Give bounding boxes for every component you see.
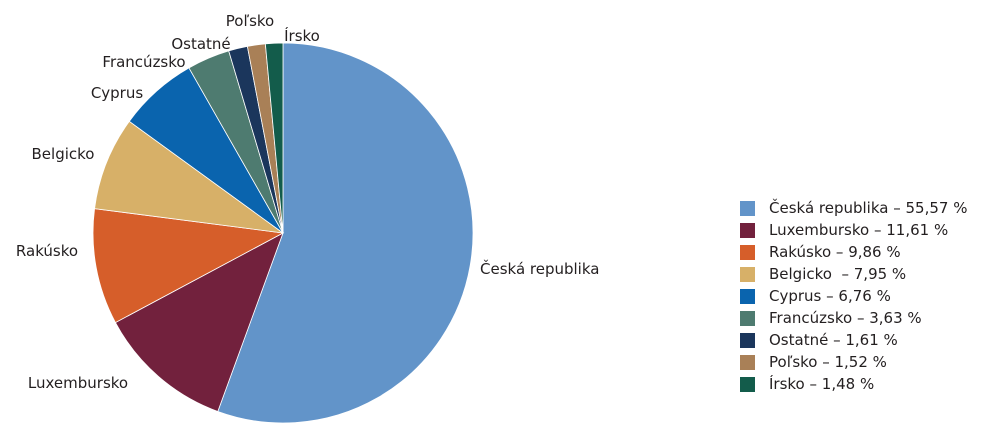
pie-slice-2 xyxy=(114,232,284,412)
slice-label: Francúzsko xyxy=(102,53,185,71)
legend-label: Česká republika – 55,57 % xyxy=(769,199,968,217)
legend-label: Luxembursko – 11,61 % xyxy=(769,221,949,239)
legend-swatch xyxy=(740,288,755,304)
legend-label: Ostatné – 1,61 % xyxy=(769,331,898,349)
slice-label: Ostatné xyxy=(171,35,230,53)
legend-label: Francúzsko – 3,63 % xyxy=(769,309,922,327)
slice-label: Česká republika xyxy=(480,259,599,278)
slice-label: Cyprus xyxy=(91,84,144,102)
legend-label: Rakúsko – 9,86 % xyxy=(769,243,901,261)
legend-swatch xyxy=(740,200,755,216)
legend-item: Česká republika – 55,57 % xyxy=(740,197,990,219)
legend-item: Írsko – 1,48 % xyxy=(740,373,990,395)
legend-label: Cyprus – 6,76 % xyxy=(769,287,891,305)
legend-item: Ostatné – 1,61 % xyxy=(740,329,990,351)
legend-swatch xyxy=(740,354,755,370)
pie-slice-9 xyxy=(264,42,284,234)
legend-swatch xyxy=(740,244,755,260)
legend-item: Poľsko – 1,52 % xyxy=(740,351,990,373)
legend-item: Luxembursko – 11,61 % xyxy=(740,219,990,241)
pie-slice-4 xyxy=(94,120,284,234)
pie-slice-3 xyxy=(92,208,285,324)
legend-label: Poľsko – 1,52 % xyxy=(769,353,887,371)
legend-label: Írsko – 1,48 % xyxy=(769,375,875,393)
legend-swatch xyxy=(740,376,755,392)
legend-swatch xyxy=(740,222,755,238)
legend-item: Belgicko – 7,95 % xyxy=(740,263,990,285)
chart-legend: Česká republika – 55,57 % Luxembursko – 1… xyxy=(740,197,990,395)
pie-slice-1 xyxy=(217,42,474,424)
slice-label: Luxembursko xyxy=(28,374,128,392)
legend-swatch xyxy=(740,310,755,326)
legend-label: Belgicko – 7,95 % xyxy=(769,265,907,283)
legend-item: Francúzsko – 3,63 % xyxy=(740,307,990,329)
slice-label: Poľsko xyxy=(226,12,274,30)
slice-label: Rakúsko xyxy=(16,242,78,260)
legend-swatch xyxy=(740,266,755,282)
legend-item: Cyprus – 6,76 % xyxy=(740,285,990,307)
pie-chart: Česká republika Luxembursko Rakúsko Belgick… xyxy=(16,12,599,424)
slice-label: Belgicko xyxy=(32,145,95,163)
slice-label: Írsko xyxy=(284,26,320,45)
legend-item: Rakúsko – 9,86 % xyxy=(740,241,990,263)
legend-swatch xyxy=(740,332,755,348)
